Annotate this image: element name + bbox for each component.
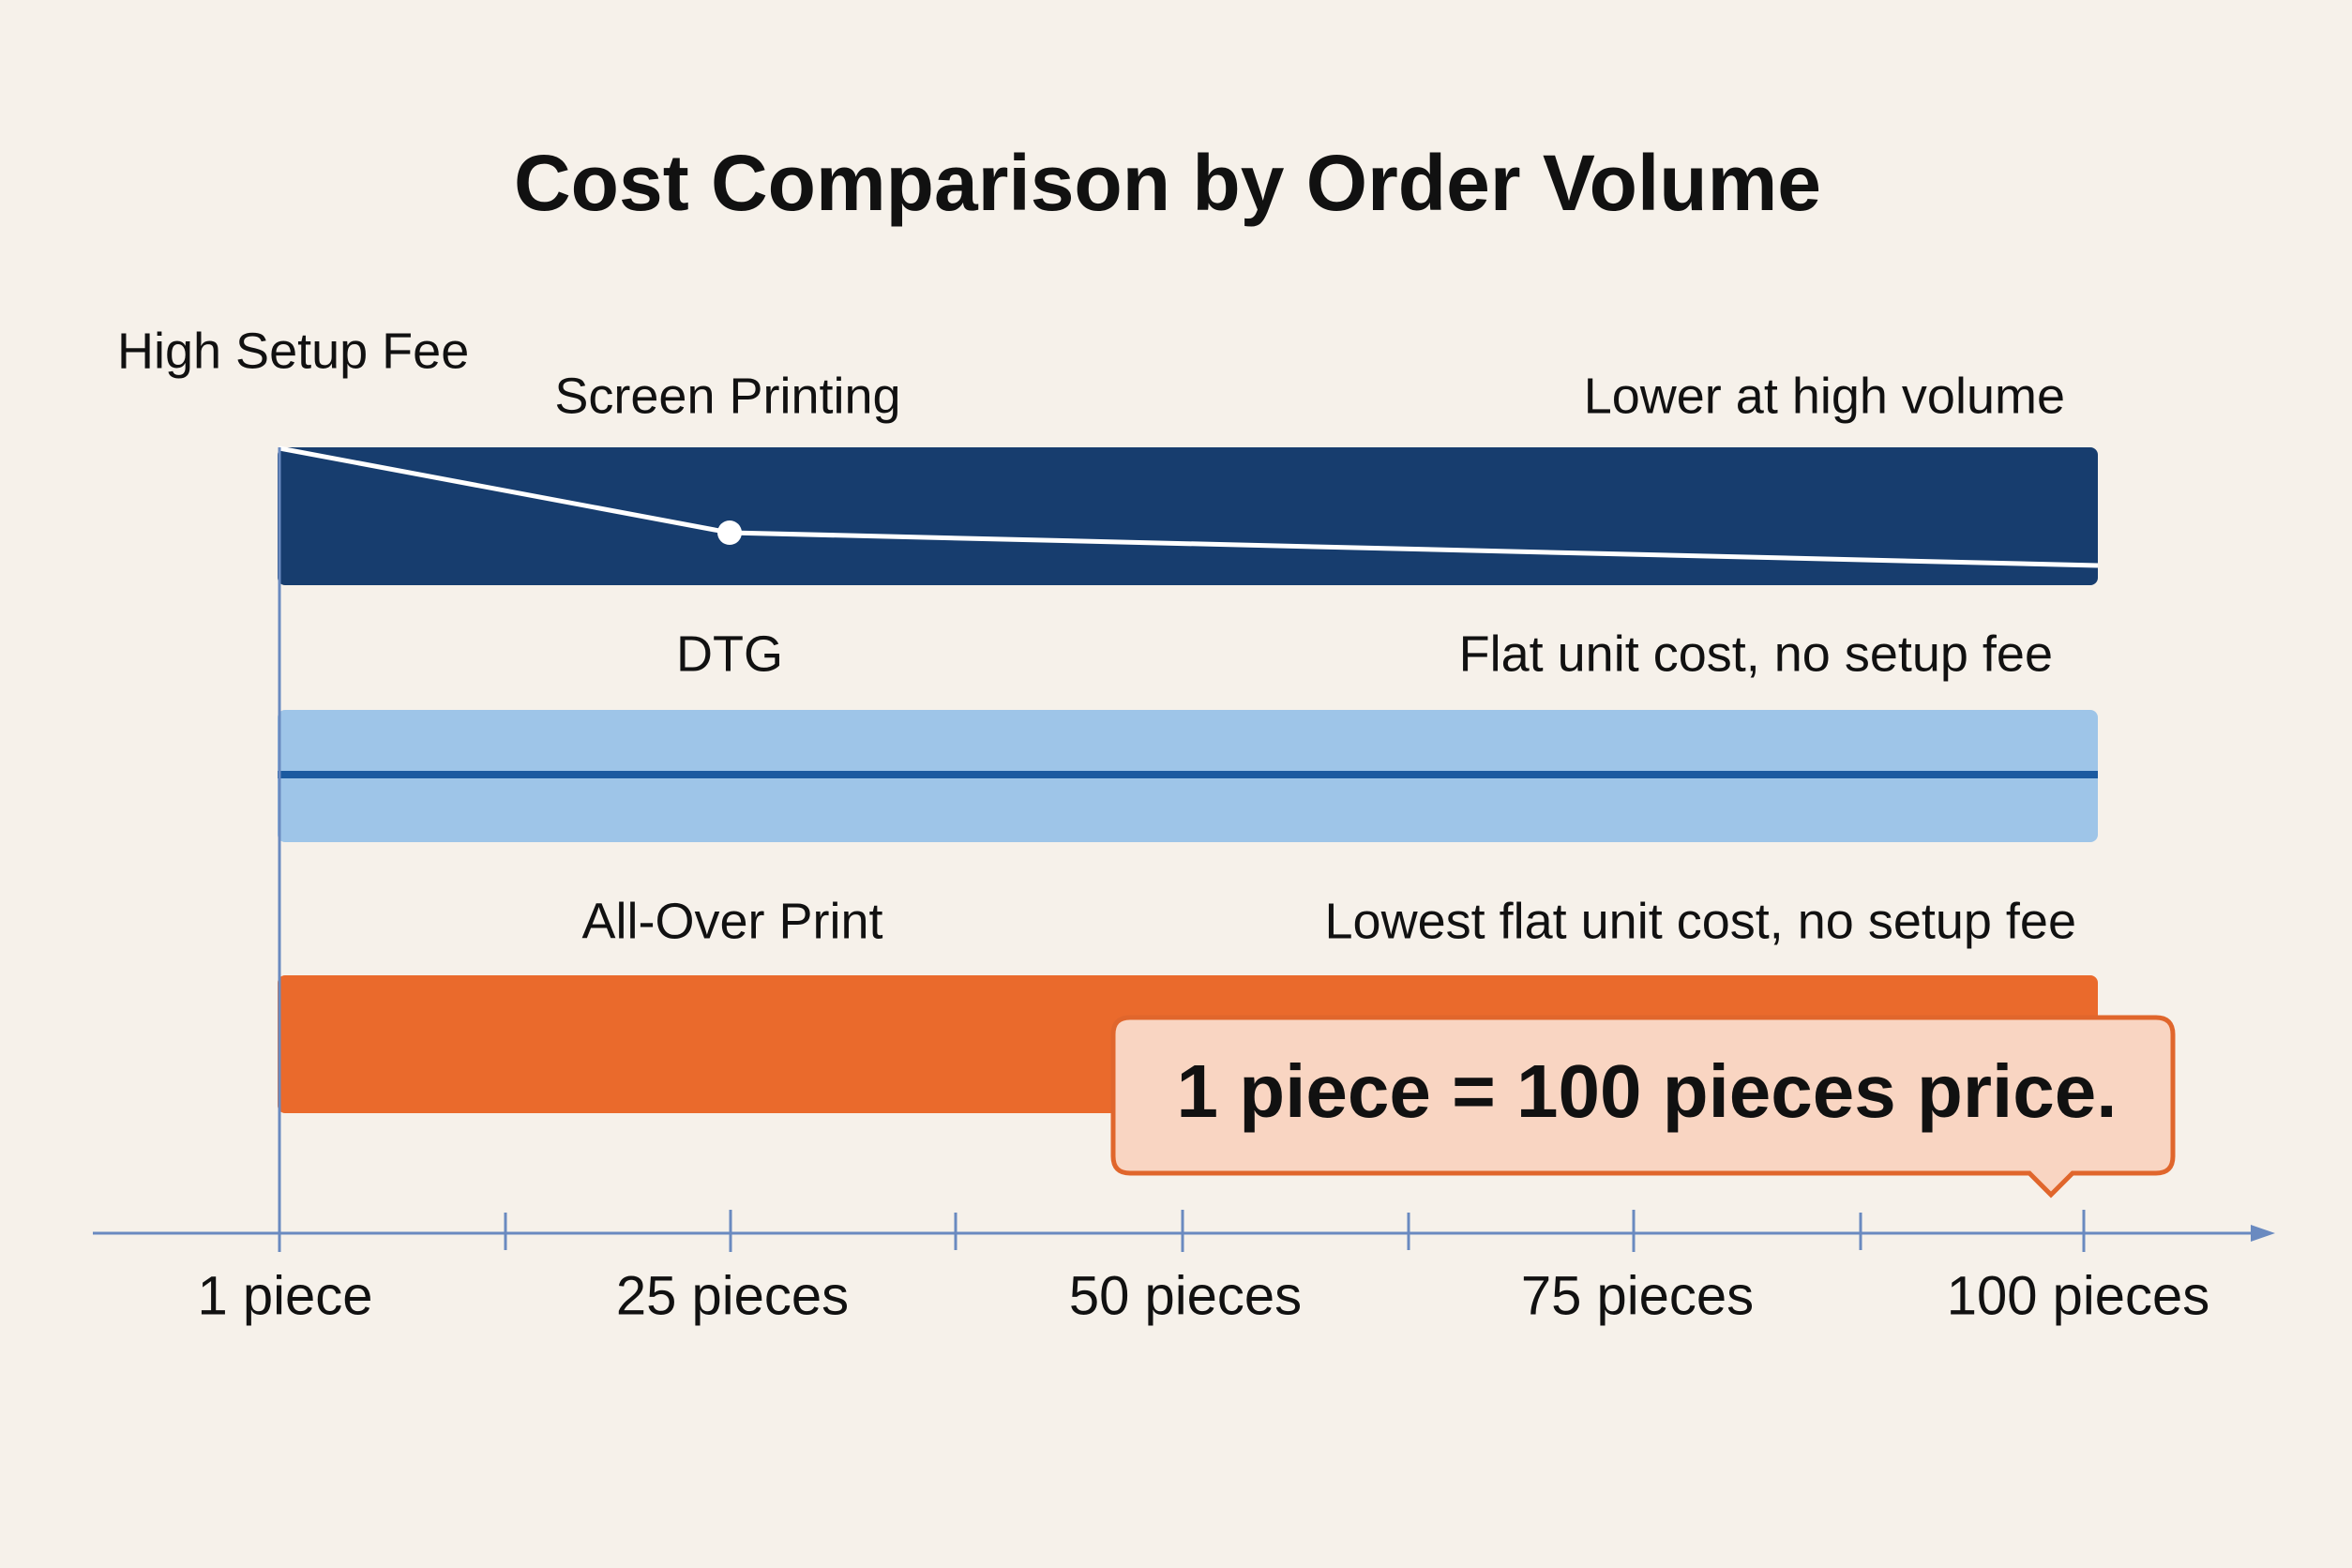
row-label: DTG	[676, 626, 783, 682]
callout-text: 1 piece = 100 pieces price.	[1177, 1049, 2118, 1133]
curve-dot	[717, 520, 742, 545]
title: Cost Comparison by Order Volume	[514, 139, 1821, 227]
axis-arrow	[2251, 1225, 2275, 1242]
axis-label: 50 pieces	[1069, 1265, 1302, 1326]
screen-printing-bar	[278, 447, 2098, 585]
axis-label: 100 pieces	[1947, 1265, 2210, 1326]
callout-box	[1110, 1015, 2176, 1199]
row-note: Flat unit cost, no setup fee	[1459, 626, 2053, 682]
axis-label: 25 pieces	[616, 1265, 849, 1326]
axis-ticks	[278, 1210, 2086, 1252]
axis-label: 1 piece	[197, 1265, 372, 1326]
corner-note: High Setup Fee	[117, 323, 469, 379]
row-note: Lowest flat unit cost, no setup fee	[1325, 893, 2076, 949]
row-label: All-Over Print	[581, 893, 882, 949]
row-label: Screen Printing	[554, 368, 900, 424]
row-note: Lower at high volume	[1584, 368, 2065, 424]
axis-label: 75 pieces	[1521, 1265, 1754, 1326]
